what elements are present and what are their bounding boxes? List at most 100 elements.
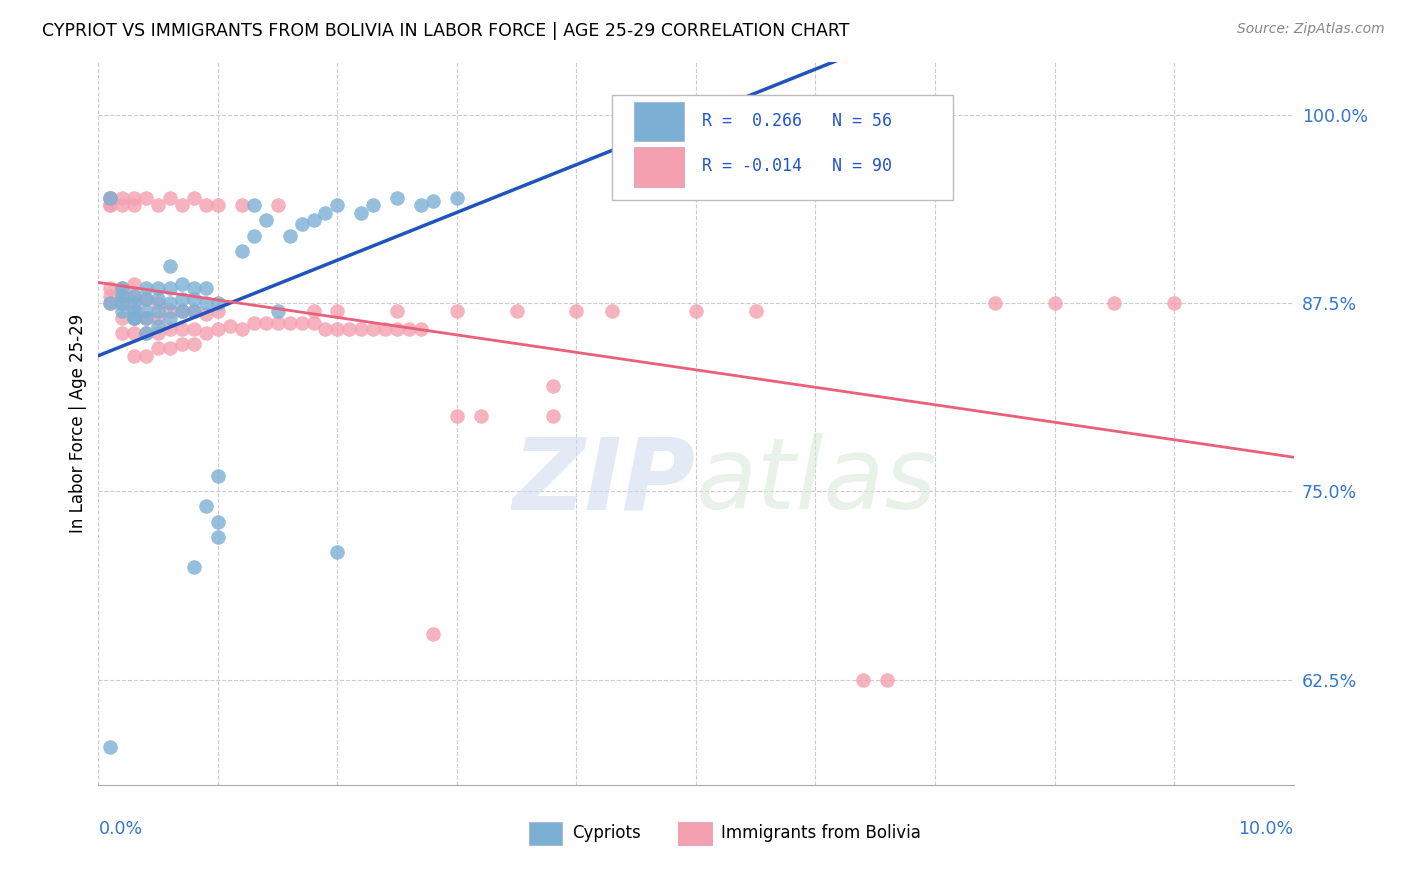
Point: [98, 740, 122, 755]
Point: [422, 194, 444, 208]
Point: [98, 198, 122, 212]
Point: [291, 316, 314, 330]
Point: [291, 217, 314, 231]
Point: [111, 289, 134, 303]
Point: [111, 289, 134, 303]
Point: [148, 342, 170, 356]
Point: [111, 326, 134, 341]
Point: [124, 296, 146, 310]
Point: [124, 289, 146, 303]
Point: [98, 198, 122, 212]
Point: [195, 500, 218, 514]
Point: [385, 322, 409, 336]
Point: [876, 673, 898, 687]
Bar: [634, 147, 685, 186]
Text: 0.0%: 0.0%: [98, 820, 142, 838]
Point: [135, 281, 157, 295]
Point: [135, 326, 157, 341]
Point: [1104, 296, 1126, 310]
Point: [231, 322, 253, 336]
Point: [135, 349, 157, 363]
Point: [98, 289, 122, 303]
Text: CYPRIOT VS IMMIGRANTS FROM BOLIVIA IN LABOR FORCE | AGE 25-29 CORRELATION CHART: CYPRIOT VS IMMIGRANTS FROM BOLIVIA IN LA…: [42, 22, 849, 40]
Text: ZIP: ZIP: [513, 433, 696, 530]
Point: [183, 322, 205, 336]
Point: [852, 673, 875, 687]
Point: [207, 296, 229, 310]
Bar: [678, 822, 711, 845]
Point: [183, 281, 205, 295]
Point: [111, 296, 134, 310]
Point: [148, 318, 170, 333]
Point: [541, 409, 564, 424]
Point: [148, 281, 170, 295]
Point: [350, 206, 373, 220]
Point: [446, 303, 468, 318]
Point: [315, 322, 337, 336]
Point: [363, 322, 385, 336]
Point: [302, 316, 325, 330]
Point: [745, 303, 768, 318]
Point: [159, 303, 181, 318]
Point: [159, 322, 181, 336]
Point: [183, 559, 205, 574]
Point: [111, 198, 134, 212]
Point: [124, 191, 146, 205]
Point: [1163, 296, 1185, 310]
Point: [135, 311, 157, 326]
Point: [231, 244, 253, 258]
Point: [267, 198, 290, 212]
Point: [172, 303, 194, 318]
Point: [98, 191, 122, 205]
Point: [111, 281, 134, 295]
Point: [135, 303, 157, 318]
Point: [565, 303, 588, 318]
Point: [98, 296, 122, 310]
Point: [135, 311, 157, 326]
Point: [385, 303, 409, 318]
Point: [302, 213, 325, 227]
Point: [148, 296, 170, 310]
Point: [124, 349, 146, 363]
Point: [302, 303, 325, 318]
Point: [207, 515, 229, 529]
Point: [207, 530, 229, 544]
Point: [172, 303, 194, 318]
Bar: [634, 102, 685, 142]
Point: [411, 198, 433, 212]
Point: [195, 296, 218, 310]
Point: [315, 206, 337, 220]
Point: [111, 281, 134, 295]
Point: [446, 191, 468, 205]
Point: [98, 281, 122, 295]
Point: [278, 228, 301, 243]
Point: [326, 322, 349, 336]
Point: [243, 228, 266, 243]
Point: [98, 191, 122, 205]
Text: Cypriots: Cypriots: [572, 824, 640, 842]
Point: [219, 318, 242, 333]
Point: [326, 198, 349, 212]
Text: atlas: atlas: [696, 433, 938, 530]
Text: R =  0.266   N = 56: R = 0.266 N = 56: [702, 112, 891, 130]
Point: [135, 326, 157, 341]
Text: 10.0%: 10.0%: [1239, 820, 1294, 838]
Point: [541, 379, 564, 393]
Point: [183, 337, 205, 351]
Point: [1043, 296, 1066, 310]
Point: [148, 292, 170, 306]
Point: [124, 289, 146, 303]
Point: [411, 322, 433, 336]
Text: R = -0.014   N = 90: R = -0.014 N = 90: [702, 157, 891, 176]
Point: [195, 198, 218, 212]
Point: [135, 292, 157, 306]
Point: [98, 191, 122, 205]
Point: [148, 311, 170, 326]
Point: [278, 316, 301, 330]
Point: [267, 316, 290, 330]
Point: [98, 296, 122, 310]
Point: [398, 322, 420, 336]
Point: [385, 191, 409, 205]
Point: [602, 303, 624, 318]
Point: [207, 469, 229, 483]
